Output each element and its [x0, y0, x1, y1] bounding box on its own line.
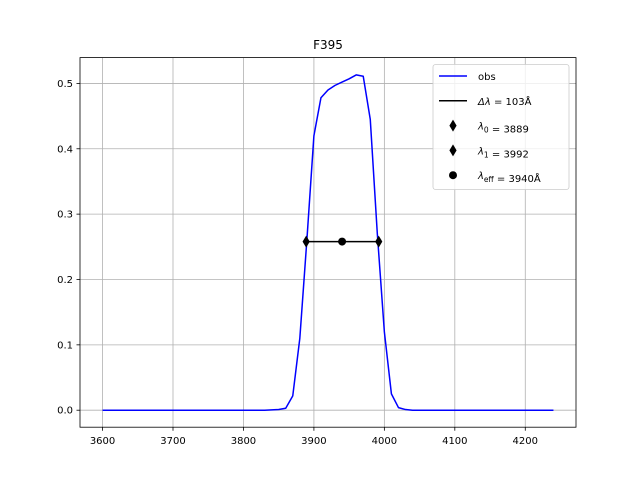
legend-box	[432, 64, 570, 190]
y-tick-label: 0.2	[57, 275, 73, 286]
y-tick-label: 0.0	[57, 406, 73, 417]
lambda-marker	[302, 235, 310, 248]
x-tick-label: 3900	[301, 436, 326, 447]
chart-title: F395	[313, 38, 343, 52]
x-tick-label: 3700	[160, 436, 185, 447]
legend-diamond-swatch	[449, 119, 457, 132]
y-axis: 0.0 0.1 0.2 0.3 0.4 0.5	[57, 79, 80, 417]
y-tick-label: 0.5	[57, 79, 73, 90]
legend-label: λ1 = 3992	[477, 146, 529, 160]
legend: obs Δλ = 103Å λ0 = 3889 λ1 = 3992 λeff = 394…	[432, 64, 570, 190]
legend-circle-swatch	[449, 171, 457, 180]
legend-diamond-swatch	[449, 144, 457, 157]
obs-curve	[102, 74, 554, 411]
plot-frame	[79, 57, 577, 428]
x-tick-label: 4100	[442, 436, 467, 447]
x-tick-label: 3800	[231, 436, 256, 447]
y-tick-label: 0.3	[57, 210, 73, 221]
x-tick-label: 3600	[90, 436, 115, 447]
legend-label: λ0 = 3889	[477, 122, 529, 136]
legend-label: Δλ = 103Å	[477, 95, 532, 108]
legend-label: λeff = 3940Å	[477, 171, 541, 185]
lambda-marker	[375, 235, 383, 248]
lambda-eff-marker	[338, 237, 347, 246]
x-tick-label: 4200	[513, 436, 538, 447]
legend-label: obs	[478, 72, 496, 83]
x-axis: 3600 3700 3800 3900 4000 4100 4200	[90, 427, 538, 447]
y-tick-label: 0.1	[57, 340, 73, 351]
y-tick-label: 0.4	[57, 144, 73, 155]
series-layer	[102, 74, 554, 411]
x-tick-label: 4000	[372, 436, 397, 447]
